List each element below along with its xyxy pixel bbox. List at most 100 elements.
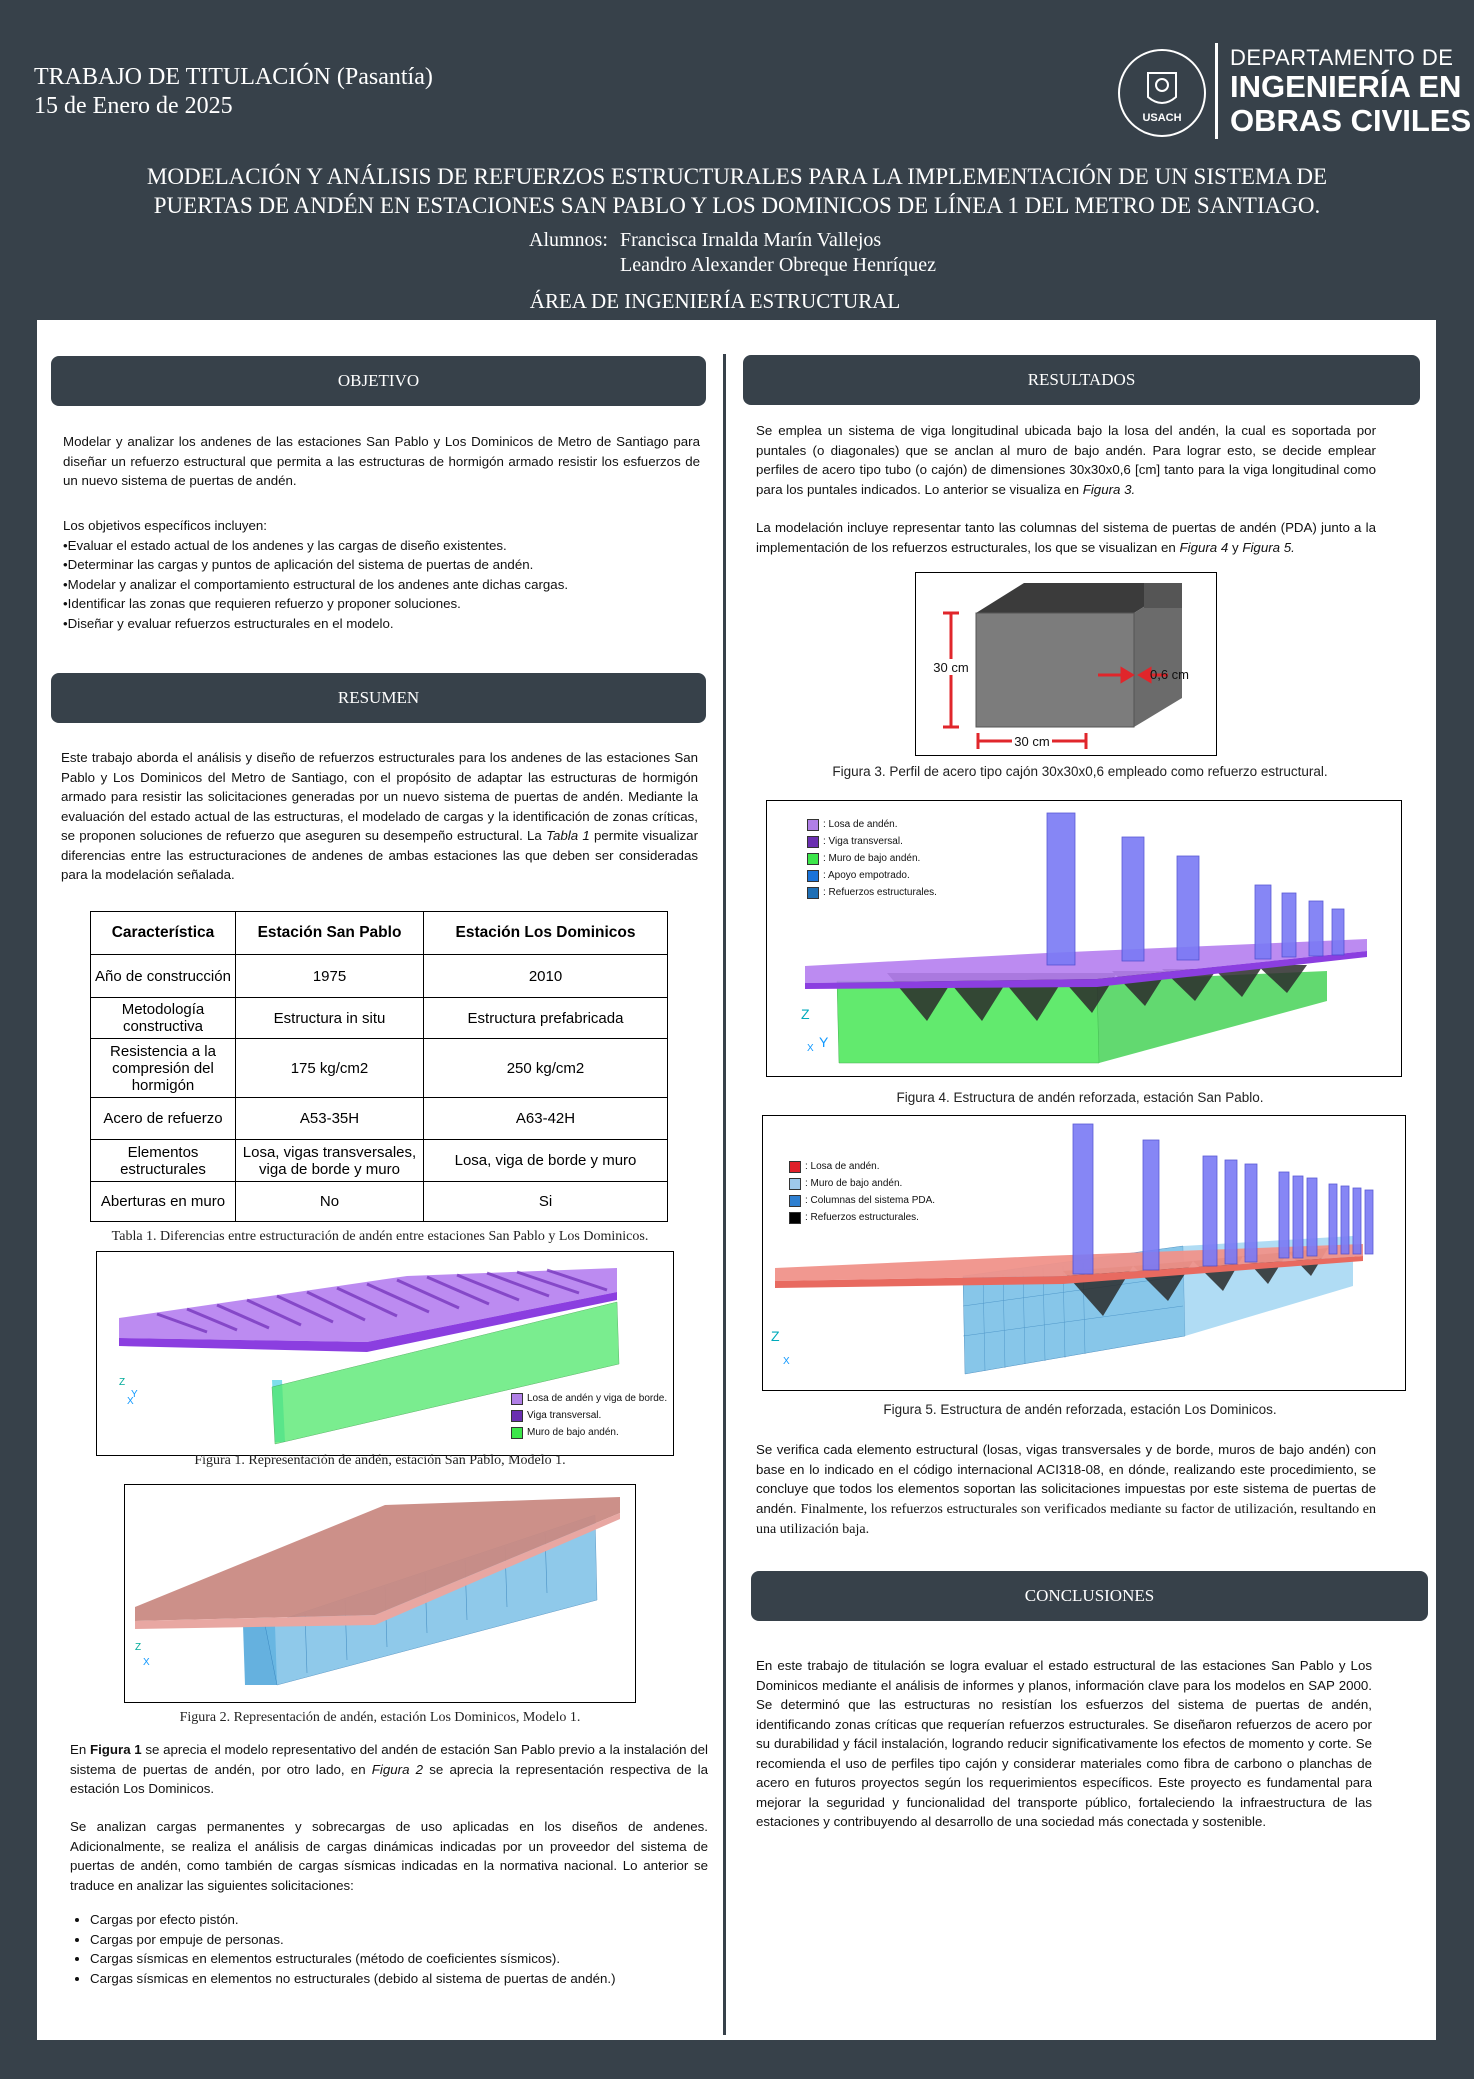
load-item: Cargas por empuje de personas. (90, 1930, 730, 1950)
legend-swatch (807, 852, 819, 865)
legend-item: Viga transversal. (511, 1407, 667, 1424)
table-cell: Metodología constructiva (90, 997, 236, 1039)
figure-5-legend: : Losa de andén. : Muro de bajo andén. :… (789, 1158, 935, 1226)
figure-3-caption: Figura 3. Perfil de acero tipo cajón 30x… (832, 764, 1328, 779)
svg-text:X: X (807, 1043, 814, 1054)
table-cell: Elementos estructurales (90, 1139, 236, 1182)
table-cell: Losa, vigas transversales, viga de borde… (235, 1139, 424, 1182)
legend-item: : Columnas del sistema PDA. (789, 1192, 935, 1209)
svg-text:Y: Y (819, 1034, 829, 1050)
loads-description: Se analizan cargas permanentes y sobreca… (70, 1819, 708, 1893)
research-area: ÁREA DE INGENIERÍA ESTRUCTURAL (529, 289, 901, 313)
legend-item: : Viga transversal. (807, 833, 937, 850)
legend-swatch (807, 835, 819, 848)
table-caption: Tabla 1. Diferencias entre estructuració… (111, 1229, 649, 1244)
dept-big-1: INGENIERÍA EN (1230, 69, 1462, 104)
table-cell: Losa, viga de borde y muro (423, 1139, 668, 1182)
table-cell: 250 kg/cm2 (423, 1038, 668, 1098)
conclusiones-heading: CONCLUSIONES (751, 1571, 1428, 1621)
legend-item: Losa de andén y viga de borde. (511, 1390, 667, 1407)
figure-2-model: ZX (135, 1497, 620, 1686)
svg-text:X: X (783, 1356, 790, 1367)
figure-2-caption: Figura 2. Representación de andén, estac… (179, 1710, 581, 1725)
dim-height-label: 30 cm (933, 660, 968, 675)
table-cell: 175 kg/cm2 (235, 1038, 424, 1098)
objetivo-item: •Evaluar el estado actual de los andenes… (63, 537, 507, 553)
table-cell: A53-35H (235, 1097, 424, 1140)
legend-item: : Losa de andén. (789, 1158, 935, 1175)
table-cell: 2010 (423, 954, 668, 998)
resultados-p1: Se emplea un sistema de viga longitudina… (756, 423, 1376, 497)
svg-text:Z: Z (801, 1006, 810, 1022)
resultados-p3: Se verifica cada elemento estructural (l… (756, 1442, 1376, 1537)
figure-1-model: ZYX (119, 1268, 620, 1445)
legend-item: : Losa de andén. (807, 816, 937, 833)
table-cell: Resistencia a la compresión del hormigón (90, 1038, 236, 1098)
load-item: Cargas sísmicas en elementos no estructu… (90, 1969, 730, 1989)
objetivo-intro: Modelar y analizar los andenes de las es… (63, 434, 700, 488)
legend-swatch (807, 818, 819, 831)
logo-text: USACH (1142, 112, 1181, 124)
dept-big-2: OBRAS CIVILES (1230, 103, 1472, 138)
legend-swatch (511, 1426, 523, 1439)
resumen-heading: RESUMEN (51, 673, 706, 723)
objetivo-heading: OBJETIVO (51, 356, 706, 406)
table-header: Estación Los Dominicos (423, 911, 668, 955)
objetivo-item: •Diseñar y evaluar refuerzos estructural… (63, 615, 394, 631)
dim-thickness-label: 0,6 cm (1150, 667, 1189, 682)
table-row: Año de construcción 1975 2010 (90, 954, 668, 998)
table-cell: Aberturas en muro (90, 1181, 236, 1222)
objetivo-list-title: Los objetivos específicos incluyen: (63, 518, 267, 533)
figure-3-diagram: 30 cm 30 cm 0,6 cm (933, 583, 1189, 749)
usach-logo: USACH (1118, 49, 1206, 137)
table-header: Característica (90, 911, 236, 955)
poster-date: 15 de Enero de 2025 (34, 93, 233, 119)
legend-item: : Apoyo empotrado. (807, 867, 937, 884)
svg-text:Z: Z (135, 1642, 141, 1653)
dept-small: DEPARTAMENTO DE (1230, 45, 1454, 70)
svg-text:X: X (127, 1396, 134, 1407)
objetivo-list: Los objetivos específicos incluyen: •Eva… (63, 516, 700, 633)
legend-swatch (789, 1211, 801, 1224)
table-row: Aberturas en muro No Si (90, 1181, 668, 1222)
loads-list: Cargas por efecto pistón. Cargas por emp… (62, 1910, 730, 1988)
legend-item: : Muro de bajo andén. (807, 850, 937, 867)
table-cell: No (235, 1181, 424, 1222)
table-row: Metodología constructiva Estructura in s… (90, 997, 668, 1039)
load-item: Cargas por efecto pistón. (90, 1910, 730, 1930)
table-cell: Estructura in situ (235, 997, 424, 1039)
legend-item: : Refuerzos estructurales. (789, 1209, 935, 1226)
table-cell: 1975 (235, 954, 424, 998)
table-cell: Estructura prefabricada (423, 997, 668, 1039)
objetivo-item: •Identificar las zonas que requieren ref… (63, 596, 461, 611)
legend-swatch (789, 1160, 801, 1173)
table-row: Resistencia a la compresión del hormigón… (90, 1038, 668, 1098)
figure-4-caption: Figura 4. Estructura de andén reforzada,… (896, 1090, 1264, 1105)
legend-swatch (807, 886, 819, 899)
figure-5-caption: Figura 5. Estructura de andén reforzada,… (883, 1402, 1277, 1417)
figure-1-legend: Losa de andén y viga de borde. Viga tran… (511, 1390, 667, 1441)
figure-1-caption: Figura 1. Representación de andén, estac… (194, 1453, 566, 1468)
figure-5-model: ZX (771, 1123, 1374, 1375)
svg-text:Z: Z (771, 1328, 780, 1344)
poster-title-line-2: PUERTAS DE ANDÉN EN ESTACIONES SAN PABLO… (153, 193, 1321, 218)
poster-title-line-1: MODELACIÓN Y ANÁLISIS DE REFUERZOS ESTRU… (146, 164, 1328, 189)
load-item: Cargas sísmicas en elementos estructural… (90, 1949, 730, 1969)
student-1: Francisca Irnalda Marín Vallejos (620, 229, 882, 251)
table-cell: Acero de refuerzo (90, 1097, 236, 1140)
svg-text:X: X (143, 1657, 150, 1668)
legend-swatch (511, 1409, 523, 1422)
table-cell: A63-42H (423, 1097, 668, 1140)
objetivo-item: •Modelar y analizar el comportamiento es… (63, 576, 569, 592)
objetivo-item: •Determinar las cargas y puntos de aplic… (63, 557, 534, 572)
table-header: Estación San Pablo (235, 911, 424, 955)
svg-text:Y: Y (131, 1389, 138, 1400)
legend-swatch (789, 1177, 801, 1190)
poster-type: TRABAJO DE TITULACIÓN (Pasantía) (34, 64, 433, 90)
table-cell: Año de construcción (90, 954, 236, 998)
figure-4-model: ZYX (801, 812, 1367, 1064)
